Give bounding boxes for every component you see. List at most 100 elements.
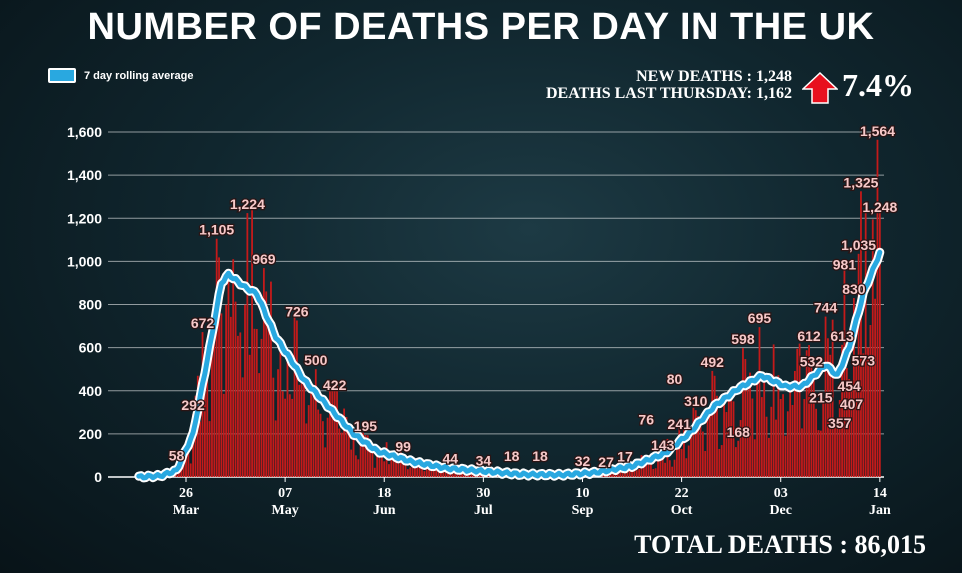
- bar: [697, 416, 700, 477]
- bar: [522, 474, 525, 477]
- bar: [770, 406, 773, 477]
- bar: [454, 473, 456, 477]
- bar: [220, 313, 223, 477]
- up-arrow-icon: [802, 72, 838, 104]
- bar: [616, 466, 619, 477]
- bar: [569, 475, 572, 477]
- bar: [574, 472, 577, 477]
- bar: [347, 423, 350, 477]
- x-tick-month: Mar: [173, 503, 199, 518]
- data-label: 830: [842, 281, 866, 297]
- bar: [645, 460, 648, 477]
- bar: [685, 458, 688, 477]
- bar: [350, 449, 353, 477]
- bar: [621, 471, 624, 477]
- y-tick-label: 600: [79, 340, 103, 356]
- data-label: 1,564: [860, 123, 895, 139]
- bar: [706, 419, 709, 477]
- data-label: 32: [575, 453, 591, 469]
- bar: [437, 470, 440, 477]
- bar: [579, 473, 582, 477]
- bar: [838, 400, 841, 477]
- bar: [543, 474, 546, 477]
- data-label: 44: [443, 451, 459, 467]
- bar: [810, 362, 813, 477]
- bar: [779, 399, 782, 477]
- bar: [588, 473, 591, 477]
- bar: [831, 319, 834, 477]
- bar: [612, 467, 615, 477]
- bar: [213, 306, 216, 477]
- bar: [812, 379, 815, 477]
- data-label: 357: [828, 415, 852, 431]
- bar: [343, 408, 346, 477]
- bar: [678, 425, 681, 477]
- bar: [232, 259, 235, 477]
- bar: [376, 453, 379, 477]
- bar: [586, 474, 589, 477]
- data-label: 1,105: [199, 222, 234, 238]
- data-label: 18: [532, 448, 548, 464]
- data-label: 99: [395, 439, 411, 455]
- bar: [652, 468, 655, 477]
- rolling-average-outline: [134, 247, 885, 483]
- bar: [487, 474, 489, 477]
- stats-panel: NEW DEATHS : 1,248 DEATHS LAST THURSDAY:…: [546, 68, 792, 102]
- bar: [631, 463, 633, 477]
- bar: [690, 437, 692, 477]
- bar: [286, 358, 289, 477]
- bar: [241, 377, 244, 477]
- bar: [650, 454, 652, 477]
- bar: [860, 191, 862, 477]
- y-tick-label: 1,200: [67, 210, 102, 226]
- bar: [777, 375, 780, 477]
- bar: [281, 391, 284, 477]
- bar: [262, 268, 265, 477]
- bar: [215, 238, 218, 477]
- bar: [159, 475, 161, 477]
- bar: [827, 338, 829, 477]
- bar: [713, 375, 716, 477]
- bar: [864, 203, 867, 477]
- bar: [555, 476, 558, 477]
- bar: [553, 475, 556, 477]
- bar: [163, 473, 166, 477]
- x-tick-month: Dec: [769, 503, 792, 518]
- bar: [234, 301, 237, 477]
- bar: [329, 387, 331, 477]
- bar: [189, 463, 192, 477]
- bar: [173, 472, 176, 477]
- bar: [836, 424, 839, 477]
- data-label: 215: [809, 390, 833, 406]
- bar: [392, 453, 395, 477]
- bar: [845, 367, 848, 477]
- bar: [248, 354, 251, 477]
- bar: [206, 377, 209, 477]
- bar: [272, 377, 275, 477]
- bar: [208, 421, 211, 477]
- bar: [187, 452, 190, 477]
- bar: [727, 398, 730, 477]
- bar: [331, 385, 334, 477]
- bar: [760, 397, 763, 477]
- bar: [546, 474, 548, 477]
- bar: [506, 473, 508, 477]
- bar: [284, 398, 287, 477]
- bar: [274, 420, 277, 477]
- bar: [399, 452, 402, 477]
- bar: [194, 395, 197, 477]
- bar: [480, 473, 482, 477]
- bar: [397, 463, 400, 477]
- bar: [385, 442, 388, 477]
- bar: [824, 316, 827, 477]
- bar: [680, 448, 683, 477]
- bar: [414, 458, 416, 477]
- bar: [482, 469, 485, 477]
- bar: [211, 338, 213, 477]
- bar: [463, 471, 466, 477]
- bar: [369, 451, 371, 477]
- bar: [850, 389, 853, 477]
- bar: [196, 375, 199, 477]
- bar: [718, 448, 721, 477]
